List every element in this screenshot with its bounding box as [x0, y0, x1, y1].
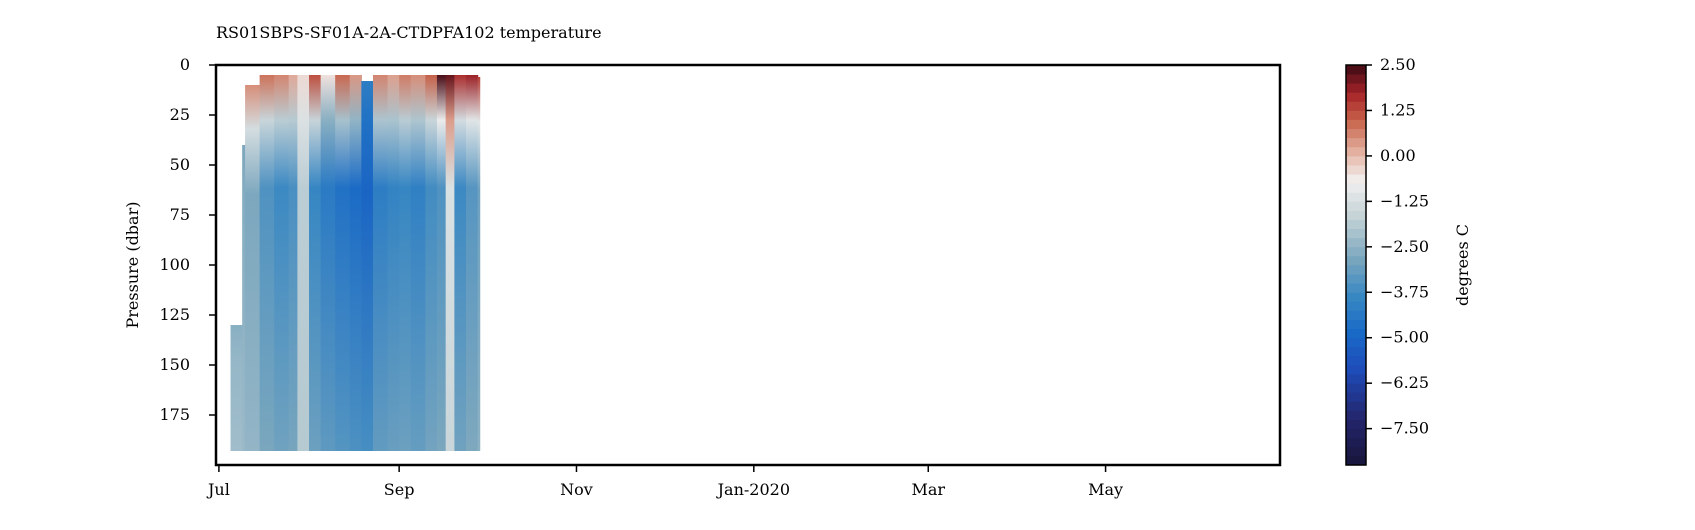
- colorbar-band: [1346, 137, 1366, 148]
- chart-title: RS01SBPS-SF01A-2A-CTDPFA102 temperature: [216, 23, 602, 42]
- heatmap-data-layer: [230, 75, 481, 451]
- y-axis: 0 25 50 75 100 125 150 175: [159, 55, 216, 424]
- profile-strip: [466, 75, 479, 451]
- colorbar-band: [1346, 146, 1366, 157]
- colorbar-band: [1346, 437, 1366, 448]
- profile-strip: [335, 75, 351, 451]
- colorbar-tick-label: 0.00: [1380, 146, 1416, 165]
- colorbar-band: [1346, 455, 1366, 466]
- colorbar-band: [1346, 246, 1366, 257]
- y-tick-label: 175: [159, 405, 190, 424]
- profile-strip: [320, 75, 336, 451]
- colorbar-band: [1346, 174, 1366, 184]
- profile-strip: [454, 75, 467, 451]
- colorbar-band: [1346, 283, 1366, 293]
- colorbar-band: [1346, 337, 1366, 348]
- x-axis: Jul Sep Nov Jan-2020 Mar May: [206, 465, 1123, 499]
- colorbar-band: [1346, 310, 1366, 320]
- colorbar-band: [1346, 165, 1366, 175]
- profile-strip: [399, 75, 412, 451]
- profile-strip: [361, 81, 374, 451]
- colorbar-band: [1346, 110, 1366, 120]
- colorbar-band: [1346, 192, 1366, 202]
- colorbar-band: [1346, 228, 1366, 239]
- profile-strip: [477, 77, 481, 451]
- colorbar-band: [1346, 401, 1366, 411]
- profile-strip: [288, 75, 298, 451]
- y-tick-label: 25: [170, 105, 190, 124]
- y-tick-label: 100: [159, 255, 190, 274]
- colorbar-band: [1346, 292, 1366, 302]
- colorbar-band: [1346, 383, 1366, 393]
- colorbar-band: [1346, 83, 1366, 93]
- colorbar: 2.50 1.25 0.00 −1.25 −2.50 −3.75 −5.00 −6.25 −7.…: [1345, 55, 1429, 466]
- profile-strip: [297, 75, 310, 451]
- colorbar-band: [1346, 374, 1366, 384]
- profile-strip: [387, 75, 400, 451]
- profile-strip: [274, 75, 290, 451]
- profile-strip: [425, 75, 438, 451]
- colorbar-band: [1346, 265, 1366, 275]
- y-tick-label: 0: [180, 55, 190, 74]
- colorbar-tick-label: 1.25: [1380, 100, 1416, 119]
- colorbar-band: [1346, 319, 1366, 330]
- colorbar-band: [1346, 155, 1366, 166]
- colorbar-band: [1346, 410, 1366, 420]
- colorbar-tick-label: −7.50: [1380, 419, 1429, 438]
- colorbar-band: [1346, 101, 1366, 111]
- x-tick-label: Sep: [384, 480, 415, 499]
- profile-strip: [372, 75, 389, 451]
- colorbar-label: degrees C: [1453, 224, 1472, 306]
- colorbar-band: [1346, 210, 1366, 220]
- profile-strip: [230, 325, 243, 451]
- x-tick-label: Jul: [206, 480, 230, 499]
- colorbar-band: [1346, 183, 1366, 193]
- x-tick-label: Jan-2020: [716, 480, 790, 499]
- profile-strip: [349, 75, 362, 451]
- colorbar-band: [1346, 255, 1366, 266]
- colorbar-band: [1346, 428, 1366, 439]
- colorbar-band: [1346, 201, 1366, 211]
- profile-strip: [309, 75, 322, 451]
- colorbar-band: [1346, 92, 1366, 102]
- colorbar-band: [1346, 128, 1366, 139]
- colorbar-band: [1346, 392, 1366, 402]
- colorbar-tick-label: 2.50: [1380, 55, 1416, 74]
- colorbar-band: [1346, 328, 1366, 339]
- colorbar-tick-label: −2.50: [1380, 237, 1429, 256]
- colorbar-tick-label: −3.75: [1380, 282, 1429, 301]
- colorbar-band: [1346, 355, 1366, 366]
- colorbar-band: [1346, 74, 1366, 84]
- colorbar-frame: [1345, 64, 1367, 466]
- colorbar-band: [1346, 274, 1366, 284]
- colorbar-band: [1346, 119, 1366, 130]
- colorbar-tick-label: −6.25: [1380, 373, 1429, 392]
- x-tick-label: May: [1088, 480, 1123, 499]
- colorbar-band: [1346, 237, 1366, 248]
- profile-strip: [410, 75, 426, 451]
- colorbar-band: [1346, 219, 1366, 230]
- colorbar-band: [1346, 65, 1366, 75]
- y-tick-label: 75: [170, 205, 190, 224]
- colorbar-band: [1346, 346, 1366, 357]
- colorbar-band: [1346, 365, 1366, 375]
- profile-strip: [259, 75, 275, 451]
- profile-strip: [242, 145, 246, 451]
- y-tick-label: 50: [170, 155, 190, 174]
- profile-strip: [245, 85, 261, 451]
- colorbar-tick-label: −1.25: [1380, 191, 1429, 210]
- colorbar-band: [1346, 446, 1366, 457]
- profile-strip: [436, 75, 447, 451]
- colorbar-tick-label: −5.00: [1380, 328, 1429, 347]
- profile-strip: [445, 75, 455, 451]
- x-tick-label: Mar: [911, 480, 945, 499]
- colorbar-band: [1346, 301, 1366, 311]
- colorbar-band: [1346, 419, 1366, 430]
- y-tick-label: 125: [159, 305, 190, 324]
- x-tick-label: Nov: [560, 480, 593, 499]
- y-axis-label: Pressure (dbar): [123, 202, 142, 329]
- y-tick-label: 150: [159, 355, 190, 374]
